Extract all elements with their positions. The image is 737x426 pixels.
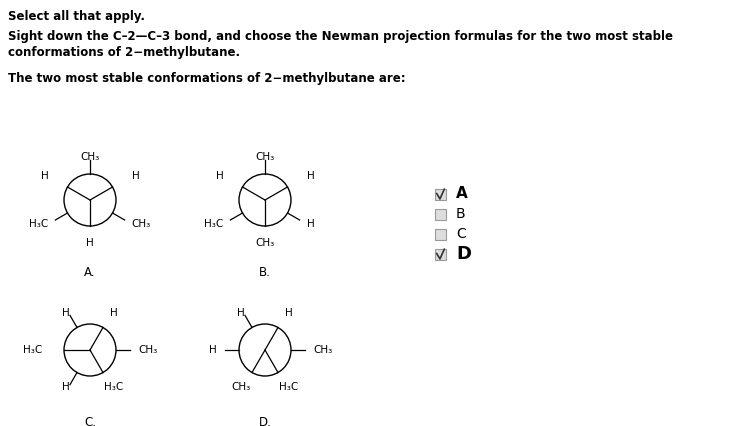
Text: CH₃: CH₃ [138, 345, 157, 355]
Text: B.: B. [259, 266, 271, 279]
Text: CH₃: CH₃ [132, 219, 151, 229]
Text: C.: C. [84, 416, 96, 426]
Text: H₃C: H₃C [105, 382, 124, 391]
Text: The two most stable conformations of 2−methylbutane are:: The two most stable conformations of 2−m… [8, 72, 405, 85]
Text: H₃C: H₃C [279, 382, 298, 391]
Text: H: H [132, 171, 139, 181]
Text: H: H [209, 345, 217, 355]
Text: H: H [237, 308, 245, 318]
Text: B: B [456, 207, 466, 221]
Text: CH₃: CH₃ [231, 382, 251, 391]
Text: A: A [456, 187, 468, 201]
Text: CH₃: CH₃ [256, 152, 275, 162]
Text: CH₃: CH₃ [256, 238, 275, 248]
Bar [435, 188, 446, 199]
Text: A.: A. [84, 266, 96, 279]
Text: H₃C: H₃C [204, 219, 223, 229]
Text: CH₃: CH₃ [313, 345, 332, 355]
Text: CH₃: CH₃ [80, 152, 99, 162]
Text: Sight down the C–2—C–3 bond, and choose the Newman projection formulas for the t: Sight down the C–2—C–3 bond, and choose … [8, 30, 673, 43]
Bar [435, 208, 446, 219]
Text: conformations of 2−methylbutane.: conformations of 2−methylbutane. [8, 46, 240, 59]
Text: H: H [285, 308, 293, 318]
Bar [435, 248, 446, 259]
Text: H: H [216, 171, 223, 181]
Text: H: H [307, 219, 314, 229]
Text: H: H [307, 171, 314, 181]
Text: H₃C: H₃C [29, 219, 49, 229]
Text: H: H [41, 171, 49, 181]
Text: D: D [456, 245, 471, 263]
Text: H: H [62, 382, 70, 391]
Text: Select all that apply.: Select all that apply. [8, 10, 145, 23]
Text: H: H [110, 308, 118, 318]
Text: H: H [62, 308, 70, 318]
Text: C: C [456, 227, 466, 241]
Text: D.: D. [259, 416, 271, 426]
Bar [435, 228, 446, 239]
Text: H: H [86, 238, 94, 248]
Text: H₃C: H₃C [23, 345, 42, 355]
